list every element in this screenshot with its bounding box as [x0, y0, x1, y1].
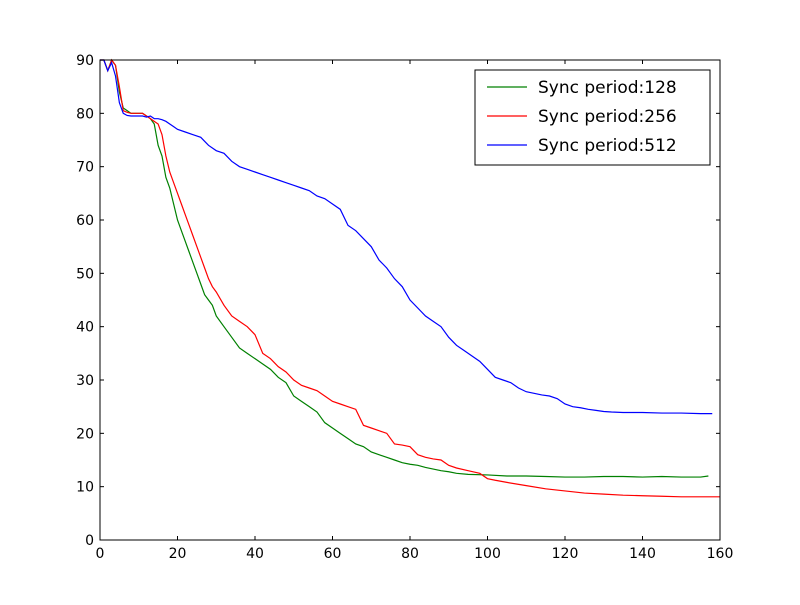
x-tick-label: 40: [246, 546, 264, 562]
x-tick-label: 0: [96, 546, 105, 562]
x-axis: 0 20 40 60 80 100 120 140 160: [96, 60, 734, 562]
x-tick-label: 140: [629, 546, 656, 562]
legend-label-3: Sync period:512: [538, 136, 677, 156]
y-tick-label: 0: [85, 533, 94, 549]
x-tick-label: 20: [169, 546, 187, 562]
x-tick-label: 160: [707, 546, 734, 562]
legend-label-1: Sync period:128: [538, 78, 677, 98]
y-tick-label: 70: [76, 160, 94, 176]
y-tick-label: 90: [76, 53, 94, 69]
legend-box: [474, 69, 711, 166]
y-tick-label: 50: [76, 266, 94, 282]
y-tick-label: 80: [76, 106, 94, 122]
x-tick-label: 60: [324, 546, 342, 562]
y-tick-label: 40: [76, 320, 94, 336]
y-axis: 0 10 20 30 40 50 60 70 80 90: [76, 53, 720, 549]
y-tick-label: 30: [76, 373, 94, 389]
legend: Sync period:128 Sync period:256 Sync perio…: [474, 69, 711, 166]
x-tick-label: 120: [552, 546, 579, 562]
series-layer: [100, 58, 720, 498]
y-tick-label: 20: [76, 426, 94, 442]
x-tick-label: 100: [474, 546, 501, 562]
y-tick-label: 60: [76, 213, 94, 229]
series-line-2: [100, 58, 720, 498]
y-tick-label: 10: [76, 480, 94, 496]
series-line-3: [100, 59, 713, 415]
legend-label-2: Sync period:256: [538, 107, 677, 127]
x-tick-label: 80: [401, 546, 419, 562]
